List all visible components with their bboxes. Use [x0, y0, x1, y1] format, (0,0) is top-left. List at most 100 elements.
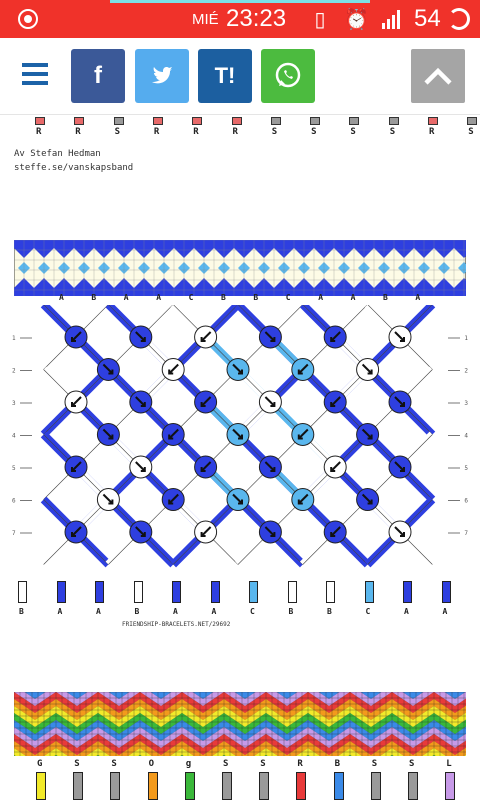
knot-node — [65, 326, 87, 348]
string-letter: A — [156, 293, 161, 302]
row-number: 4 — [464, 433, 468, 440]
knot-node — [259, 456, 281, 478]
string-letter: B — [383, 293, 388, 302]
string-letter: B — [19, 607, 24, 616]
string-swatch — [349, 117, 359, 125]
knot-node — [357, 424, 379, 446]
string-swatch — [334, 772, 344, 800]
knot-node — [65, 521, 87, 543]
string-swatch — [310, 117, 320, 125]
string-letter: A — [58, 607, 63, 616]
string-letter: O — [149, 759, 154, 769]
knot-node — [389, 456, 411, 478]
row-number: 5 — [464, 465, 468, 472]
knot-node — [259, 391, 281, 413]
page-content: R R S R R R S S S S R S Av Stefan Hedman steffe.se/… — [0, 115, 480, 800]
string-swatch — [296, 772, 306, 800]
string-letter: B — [335, 759, 340, 769]
string-letter: A — [318, 293, 323, 302]
string-letter: R — [36, 127, 41, 137]
whatsapp-share-button[interactable] — [261, 49, 315, 103]
string-swatch — [114, 117, 124, 125]
row-number: 3 — [464, 400, 468, 407]
string-swatch — [259, 772, 269, 800]
knot-node — [65, 456, 87, 478]
knot-node — [97, 489, 119, 511]
string-swatch — [389, 117, 399, 125]
string-letter: S — [111, 759, 116, 769]
knot-node — [97, 424, 119, 446]
string-swatch — [249, 581, 258, 603]
string-swatch — [18, 581, 27, 603]
string-letter: S — [390, 127, 395, 137]
string-swatch — [192, 117, 202, 125]
status-time: 23:23 — [226, 5, 286, 33]
string-letter: B — [135, 607, 140, 616]
string-letter: A — [59, 293, 64, 302]
share-toolbar: f T! — [0, 38, 480, 115]
hamburger-menu-icon[interactable] — [22, 63, 48, 87]
whatsapp-icon — [261, 49, 315, 103]
string-swatch — [271, 117, 281, 125]
pattern2-knot-diagram: 1 1 2 2 3 3 4 4 5 5 6 6 7 7 — [0, 305, 480, 605]
status-day: MIÉ — [192, 11, 219, 28]
knot-node — [324, 326, 346, 348]
knot-node — [227, 489, 249, 511]
string-swatch — [185, 772, 195, 800]
string-letter: S — [468, 127, 473, 137]
string-swatch — [110, 772, 120, 800]
string-swatch — [211, 581, 220, 603]
string-letter: L — [446, 759, 451, 769]
string-letter: C — [286, 293, 291, 302]
signal-icon — [380, 7, 404, 31]
knot-node — [195, 521, 217, 543]
string-swatch — [408, 772, 418, 800]
string-swatch — [74, 117, 84, 125]
row-number: 1 — [464, 335, 468, 342]
string-letter: S — [311, 127, 316, 137]
twitter-share-button[interactable] — [135, 49, 189, 103]
knot-node — [97, 359, 119, 381]
string-letter: A — [212, 607, 217, 616]
string-swatch — [428, 117, 438, 125]
string-letter: B — [327, 607, 332, 616]
knot-node — [292, 489, 314, 511]
string-letter: A — [173, 607, 178, 616]
row-number: 5 — [12, 465, 16, 472]
row-number: 7 — [12, 530, 16, 537]
pattern3-preview — [14, 692, 466, 756]
row-number: 1 — [12, 335, 16, 342]
string-letter: G — [37, 759, 42, 769]
string-letter: A — [96, 607, 101, 616]
string-swatch — [232, 117, 242, 125]
row-number: 7 — [464, 530, 468, 537]
knot-node — [259, 326, 281, 348]
scroll-to-top-button[interactable] — [411, 49, 465, 103]
knot-node — [389, 391, 411, 413]
battery-level: 54 — [414, 5, 441, 33]
knot-node — [162, 359, 184, 381]
knot-node — [389, 521, 411, 543]
row-number: 2 — [464, 368, 468, 375]
string-letter: S — [74, 759, 79, 769]
string-swatch — [73, 772, 83, 800]
facebook-share-button[interactable]: f — [71, 49, 125, 103]
vibrate-icon: ▯ — [308, 7, 332, 31]
string-letter: C — [366, 607, 371, 616]
string-letter: A — [443, 607, 448, 616]
string-letter: C — [189, 293, 194, 302]
string-swatch — [153, 117, 163, 125]
knot-node — [357, 489, 379, 511]
knot-node — [292, 359, 314, 381]
string-swatch — [326, 581, 335, 603]
string-letter: S — [272, 127, 277, 137]
string-letter: B — [91, 293, 96, 302]
alarm-icon: ⏰ — [344, 7, 368, 31]
credit-url[interactable]: steffe.se/vanskapsband — [14, 163, 133, 173]
knot-node — [130, 456, 152, 478]
tuenti-share-button[interactable]: T! — [198, 49, 252, 103]
knot-node — [324, 391, 346, 413]
